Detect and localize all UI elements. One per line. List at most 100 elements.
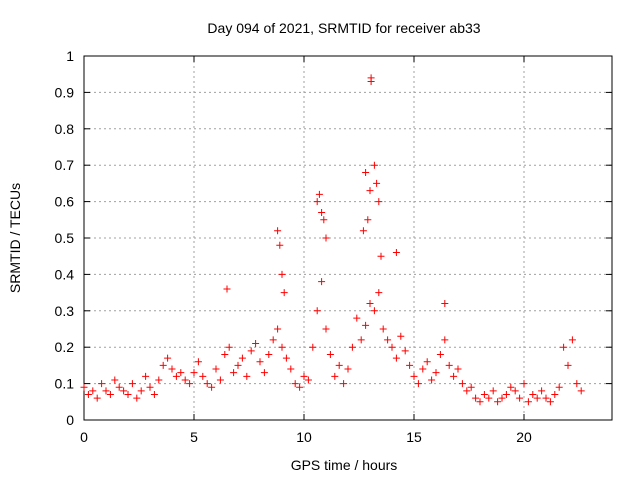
data-point — [498, 394, 506, 402]
data-point — [315, 190, 323, 198]
data-point — [216, 376, 224, 384]
data-point — [432, 369, 440, 377]
data-point — [384, 336, 392, 344]
data-point — [423, 358, 431, 366]
data-point — [542, 394, 550, 402]
data-point — [168, 365, 176, 373]
data-point — [276, 241, 284, 249]
data-point — [269, 336, 277, 344]
data-point — [164, 354, 172, 362]
y-tick-label: 0.3 — [55, 303, 75, 319]
data-point — [252, 340, 260, 348]
data-point — [502, 391, 510, 399]
data-point — [274, 325, 282, 333]
data-point — [124, 391, 132, 399]
data-point — [364, 216, 372, 224]
data-point — [564, 361, 572, 369]
x-axis-label: GPS time / hours — [291, 457, 398, 473]
data-point — [208, 383, 216, 391]
data-point — [507, 383, 515, 391]
data-point — [194, 358, 202, 366]
data-point — [247, 347, 255, 355]
data-point — [450, 372, 458, 380]
data-point — [366, 187, 374, 195]
data-point — [98, 380, 106, 388]
data-point — [106, 391, 114, 399]
data-point — [454, 365, 462, 373]
data-point — [520, 380, 528, 388]
data-point — [155, 376, 163, 384]
data-point — [392, 354, 400, 362]
data-point — [367, 74, 375, 82]
data-point — [494, 398, 502, 406]
data-point — [150, 391, 158, 399]
data-point — [300, 372, 308, 380]
data-point — [331, 372, 339, 380]
data-point — [225, 343, 233, 351]
y-tick-label: 0.1 — [55, 376, 75, 392]
data-point — [388, 343, 396, 351]
grid-lines — [84, 56, 612, 420]
data-point — [516, 394, 524, 402]
data-point — [463, 387, 471, 395]
data-point — [392, 249, 400, 257]
data-point — [318, 278, 326, 286]
data-point — [111, 376, 119, 384]
data-point — [353, 314, 361, 322]
data-point — [410, 372, 418, 380]
data-point — [322, 234, 330, 242]
data-point — [573, 380, 581, 388]
data-point — [102, 387, 110, 395]
data-point — [348, 343, 356, 351]
data-point — [304, 376, 312, 384]
data-point — [373, 179, 381, 187]
x-tick-label: 0 — [80, 429, 88, 445]
data-point — [359, 227, 367, 235]
data-point — [366, 300, 374, 308]
data-point — [137, 387, 145, 395]
data-point — [375, 289, 383, 297]
data-point — [335, 361, 343, 369]
data-point — [538, 387, 546, 395]
data-point — [375, 198, 383, 206]
data-point — [80, 383, 88, 391]
data-point — [357, 336, 365, 344]
data-point — [186, 380, 194, 388]
data-point — [203, 380, 211, 388]
data-point — [458, 380, 466, 388]
data-point — [511, 387, 519, 395]
data-point — [560, 343, 568, 351]
data-point — [414, 380, 422, 388]
data-point — [313, 307, 321, 315]
data-point — [377, 252, 385, 260]
y-tick-label: 0.6 — [55, 194, 75, 210]
y-tick-label: 0.2 — [55, 339, 75, 355]
data-point — [243, 372, 251, 380]
data-point — [362, 321, 370, 329]
data-point — [260, 369, 268, 377]
data-point — [115, 383, 123, 391]
data-point — [406, 361, 414, 369]
data-point — [133, 394, 141, 402]
data-point — [524, 398, 532, 406]
data-point — [480, 391, 488, 399]
data-point — [159, 361, 167, 369]
data-point — [485, 394, 493, 402]
data-point — [441, 300, 449, 308]
data-point — [476, 398, 484, 406]
data-point — [309, 343, 317, 351]
data-point — [340, 380, 348, 388]
data-point — [467, 383, 475, 391]
data-point — [489, 387, 497, 395]
data-point — [397, 332, 405, 340]
data-points — [80, 74, 585, 406]
data-point — [181, 376, 189, 384]
data-point — [120, 387, 128, 395]
data-point — [322, 325, 330, 333]
data-point — [280, 289, 288, 297]
data-point — [84, 391, 92, 399]
data-point — [313, 198, 321, 206]
data-point — [93, 394, 101, 402]
data-point — [318, 209, 326, 217]
axis-ticks: 00.10.20.30.40.50.60.70.80.910 5 10 15 20 — [55, 48, 612, 445]
